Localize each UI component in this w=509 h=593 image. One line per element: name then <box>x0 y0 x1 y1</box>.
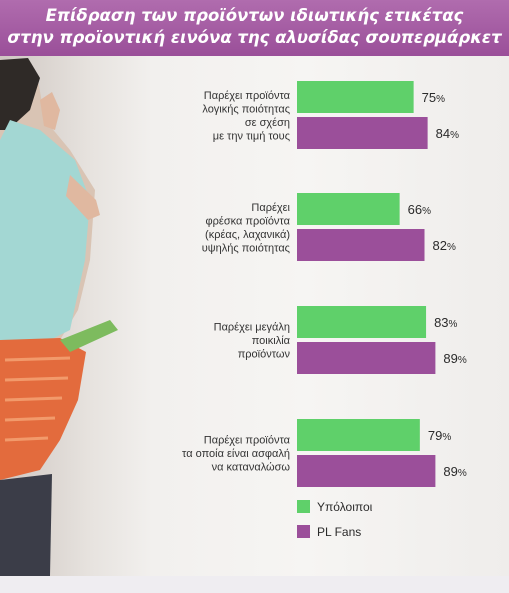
bar-pl-fans <box>297 342 436 374</box>
value-label: 79% <box>428 428 451 443</box>
bar-pl-fans <box>297 229 425 261</box>
bar-others <box>297 419 420 451</box>
bars-layer: Παρέχει προϊόντα λογικής ποιότητας σε σχέσ… <box>182 81 467 487</box>
category-label: Παρέχει προϊόντα λογικής ποιότητας σε σχέσ… <box>202 90 290 143</box>
bar-pl-fans <box>297 117 428 149</box>
legend-swatch <box>297 500 310 513</box>
bar-others <box>297 193 400 225</box>
footer-strip <box>0 576 509 593</box>
value-label: 83% <box>434 315 457 330</box>
value-label: 84% <box>436 126 459 141</box>
bar-others <box>297 306 427 338</box>
category-label: Παρέχει φρέσκα προϊόντα (κρέας, λαχανικά) υ… <box>202 202 291 255</box>
chart-title-line-1: Επίδραση των προϊόντων ιδιωτικής ετικέτα… <box>45 6 464 25</box>
value-label: 82% <box>433 238 456 253</box>
category-label: Παρέχει μεγάλη ποικιλία προϊόντων <box>214 322 291 361</box>
value-label: 75% <box>422 90 445 105</box>
value-label: 89% <box>443 464 466 479</box>
legend-label: PL Fans <box>317 525 361 539</box>
chart-title-bar: Επίδραση των προϊόντων ιδιωτικής ετικέτα… <box>0 0 509 56</box>
bar-others <box>297 81 414 113</box>
category-label: Παρέχει προϊόντα τα οποία είναι ασφαλή να … <box>182 435 291 474</box>
legend: Υπόλοιποι PL Fans <box>297 500 373 539</box>
bar-pl-fans <box>297 455 436 487</box>
value-label: 66% <box>408 202 431 217</box>
legend-swatch <box>297 525 310 538</box>
chart-title-line-2: στην προϊοντική εινόνα της αλυσίδας σουπ… <box>7 28 502 47</box>
value-label: 89% <box>443 351 466 366</box>
shopper-illustration <box>0 58 118 576</box>
legend-label: Υπόλοιποι <box>317 500 373 514</box>
